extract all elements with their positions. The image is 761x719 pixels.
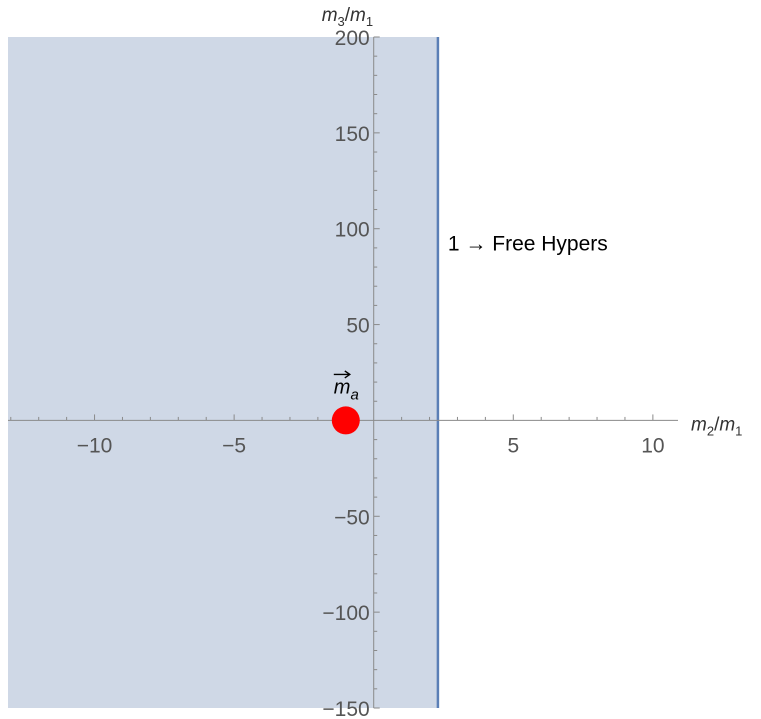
- data-point-label: ma: [334, 376, 359, 403]
- y-tick-label: −50: [334, 506, 370, 529]
- data-point: [331, 406, 360, 435]
- x-tick-label: −5: [222, 434, 246, 457]
- y-tick-label: 50: [346, 315, 369, 338]
- vector-arrowhead-icon: [344, 370, 352, 379]
- y-tick-label: −100: [322, 602, 369, 625]
- shaded-region: [8, 37, 438, 708]
- y-tick-label: 150: [335, 123, 370, 146]
- y-tick-label: −150: [322, 698, 369, 719]
- region-annotation: 1 → Free Hypers: [448, 233, 608, 256]
- x-tick-label: 10: [641, 434, 664, 457]
- x-tick-label: 5: [507, 434, 519, 457]
- y-tick-label: 100: [335, 219, 370, 242]
- x-axis-label: m2/m1: [691, 414, 742, 438]
- y-tick-label: 200: [335, 27, 370, 50]
- x-tick-label: −10: [77, 434, 113, 457]
- y-axis-label: m3/m1: [322, 5, 373, 29]
